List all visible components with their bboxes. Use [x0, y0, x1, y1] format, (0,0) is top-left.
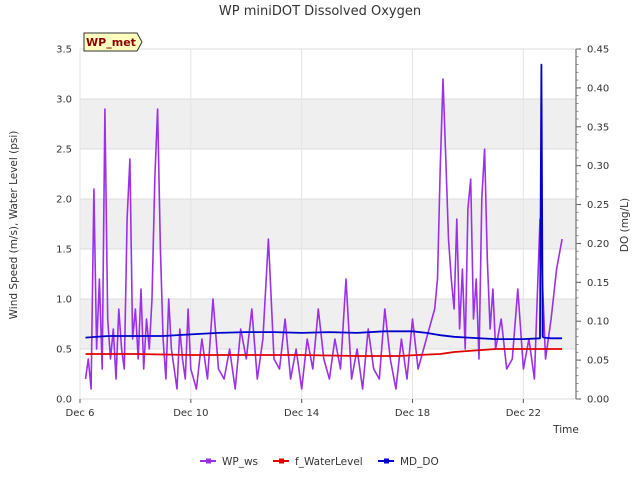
y-axis-left-label: Wind Speed (m/s), Water Level (psi): [8, 131, 20, 320]
y-tick-label: 0.5: [56, 345, 72, 356]
y2-tick-label: 0.15: [587, 278, 609, 289]
y2-tick-label: 0.00: [587, 395, 609, 406]
legend-marker: [206, 458, 211, 464]
y-axis-left: 0.0 0.5 1.0 1.5 2.0 2.5 3.0 3.5: [56, 45, 72, 406]
x-axis-label: Time: [552, 424, 579, 436]
x-tick-label: Dec 6: [66, 408, 95, 419]
series-line-f-waterlevel: [85, 348, 563, 357]
background-band: [80, 99, 576, 149]
series-layer: [84, 63, 563, 390]
y-tick-label: 1.5: [56, 245, 72, 256]
y2-tick-label: 0.10: [587, 317, 609, 328]
legend-label: WP_ws: [222, 456, 258, 468]
x-axis: Dec 6 Dec 10 Dec 14 Dec 18 Dec 22: [66, 399, 541, 419]
y2-tick-label: 0.35: [587, 122, 609, 133]
y2-tick-label: 0.20: [587, 239, 609, 250]
y-axis-right-label: DO (mg/L): [619, 198, 631, 252]
wp-met-badge: WP_met: [83, 32, 143, 52]
legend-label: MD_DO: [400, 456, 439, 468]
y-tick-label: 0.0: [56, 395, 72, 406]
x-tick-label: Dec 18: [395, 408, 430, 419]
y-tick-label: 3.0: [56, 95, 72, 106]
y-tick-label: 2.0: [56, 195, 72, 206]
legend-marker: [384, 458, 389, 464]
legend-label: f_WaterLevel: [295, 456, 363, 468]
chart-title: WP miniDOT Dissolved Oxygen: [219, 4, 421, 19]
y2-tick-label: 0.45: [587, 45, 609, 56]
y-tick-label: 1.0: [56, 295, 72, 306]
x-tick-label: Dec 10: [173, 408, 208, 419]
y2-tick-label: 0.30: [587, 161, 609, 172]
series-line-md-do: [85, 63, 563, 341]
y2-tick-label: 0.05: [587, 356, 609, 367]
legend: WP_ws f_WaterLevel MD_DO: [200, 456, 439, 468]
x-tick-label: Dec 14: [284, 408, 319, 419]
y-tick-label: 3.5: [56, 45, 72, 56]
x-tick-label: Dec 22: [506, 408, 541, 419]
legend-marker: [279, 458, 284, 464]
badge-label: WP_met: [86, 36, 136, 49]
y2-tick-label: 0.25: [587, 200, 609, 211]
y2-tick-label: 0.40: [587, 83, 609, 94]
badge-shape: [83, 32, 143, 52]
background-band: [80, 199, 576, 249]
y-axis-right: 0.00 0.05 0.10 0.15 0.20 0.25 0.30 0.35 0.40 0.45: [575, 45, 609, 406]
y-tick-label: 2.5: [56, 145, 72, 156]
